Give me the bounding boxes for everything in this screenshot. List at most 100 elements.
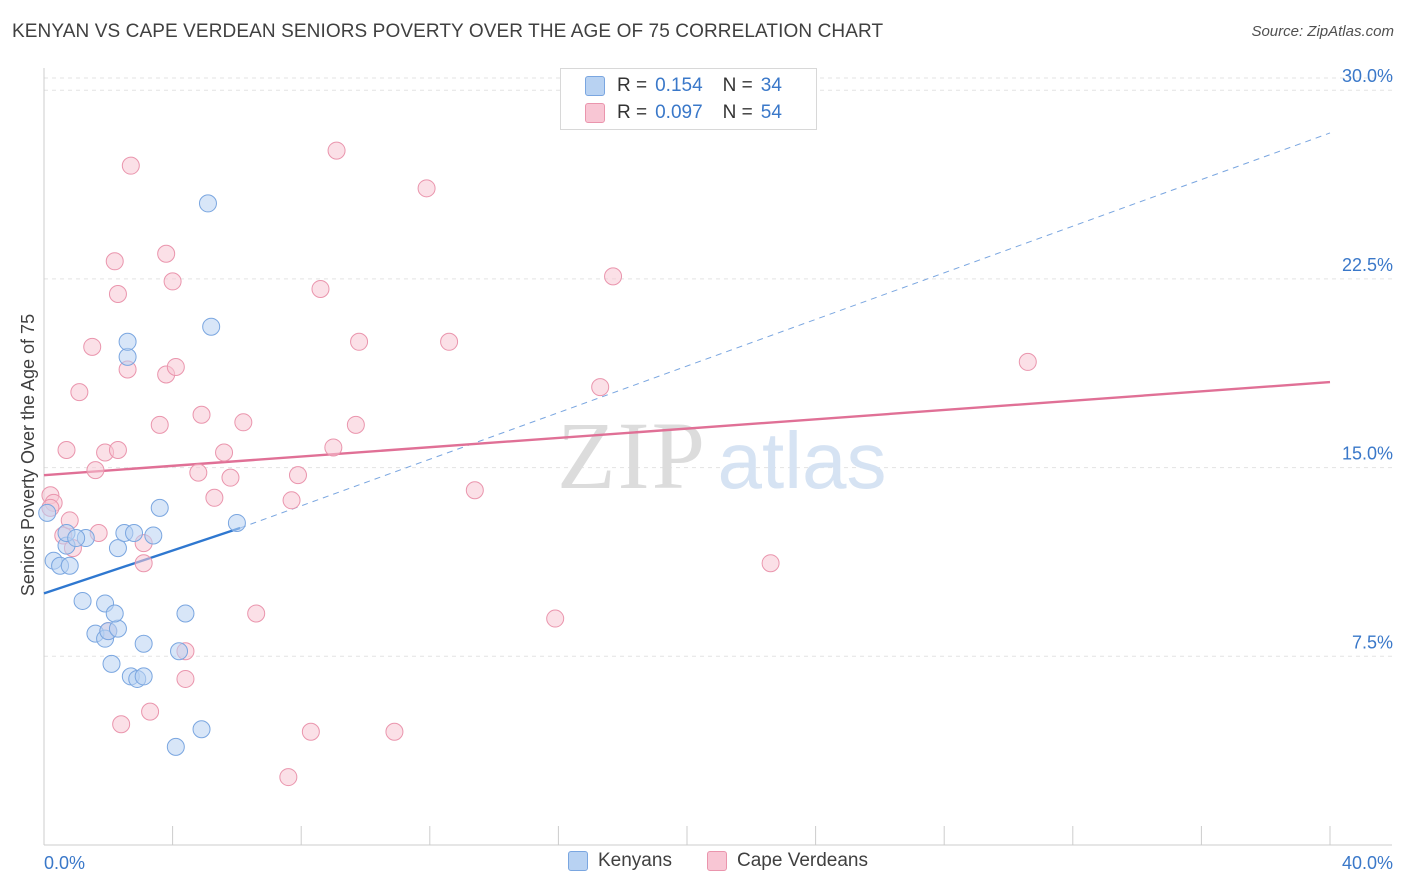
- kenyans-point: [102, 654, 121, 673]
- y-tick-label: 22.5%: [1342, 255, 1393, 275]
- chart-title: KENYAN VS CAPE VERDEAN SENIORS POVERTY O…: [12, 21, 884, 42]
- cape-verdeans-point: [215, 443, 234, 462]
- cape-verdeans-point: [234, 413, 253, 432]
- cape-verdeans-point: [86, 461, 105, 480]
- kenyans-point: [144, 526, 163, 545]
- cape-verdeans-point: [163, 272, 182, 291]
- r-label: R =: [617, 102, 648, 123]
- cape-verdeans-point: [112, 715, 131, 734]
- kenyans-point: [202, 317, 221, 336]
- cape-verdeans-point: [141, 702, 160, 721]
- cape-verdeans-point: [279, 768, 298, 787]
- n-label: N =: [722, 102, 753, 123]
- watermark-atlas: atlas: [718, 416, 887, 505]
- cape-verdeans-point: [282, 491, 301, 510]
- n-label: N =: [722, 75, 753, 96]
- cape-verdeans-point: [327, 141, 346, 160]
- kenyans-point: [227, 513, 246, 532]
- kenyans-point: [134, 634, 153, 653]
- kenyans-point: [150, 498, 169, 517]
- cape-verdeans-point: [166, 357, 185, 376]
- watermark-zip: ZIP: [557, 402, 707, 509]
- kenyans-point: [108, 619, 127, 638]
- tick-labels: 7.5% 15.0% 22.5% 30.0% 0.0% 40.0%: [44, 66, 1393, 873]
- kenyans-point: [170, 642, 189, 661]
- cape-verdeans-point: [192, 405, 211, 424]
- cape-verdeans-point: [150, 415, 169, 434]
- cape-verdeans-point: [311, 279, 330, 298]
- cape-verdeans-point: [1018, 352, 1037, 371]
- kenyans-point: [166, 737, 185, 756]
- cape-verdeans-point: [288, 466, 307, 485]
- kenyans-point: [38, 503, 57, 522]
- cape-verdeans-point: [440, 332, 459, 351]
- kenyans-point: [118, 332, 137, 351]
- cape-verdeans-point: [57, 440, 76, 459]
- y-axis-label: Seniors Poverty Over the Age of 75: [18, 314, 38, 596]
- n-value: 54: [760, 102, 782, 123]
- gridlines: [44, 77, 1392, 657]
- r-value: 0.154: [655, 75, 703, 96]
- kenyans-point: [67, 529, 86, 548]
- legend-label-kenyans: Kenyans: [598, 850, 672, 871]
- cape-verdeans-point: [108, 284, 127, 303]
- cape-verdeans-point: [205, 488, 224, 507]
- cape-verdeans-point: [346, 415, 365, 434]
- cape-verdeans-trendline: [43, 380, 1331, 477]
- kenyans-point: [108, 539, 127, 558]
- cape-verdeans-point: [70, 383, 89, 402]
- cape-verdeans-point: [604, 267, 623, 286]
- y-tick-label: 30.0%: [1342, 66, 1393, 86]
- cape-verdeans-point: [176, 669, 195, 688]
- stats-legend: R = 0.154 N = 34 R = 0.097 N = 54: [560, 68, 817, 130]
- y-tick-label: 15.0%: [1342, 444, 1393, 464]
- cape-verdeans-swatch: [585, 103, 605, 123]
- cape-verdeans-point: [350, 332, 369, 351]
- cape-verdeans-point: [121, 156, 140, 175]
- r-value: 0.097: [655, 102, 703, 123]
- n-value: 34: [760, 75, 782, 96]
- x-tick-label: 0.0%: [44, 853, 85, 873]
- cape-verdeans-point: [591, 378, 610, 397]
- cape-verdeans-point: [157, 244, 176, 263]
- cape-verdeans-point: [324, 438, 343, 457]
- cape-verdeans-point: [417, 179, 436, 198]
- cape-verdeans-point: [761, 554, 780, 573]
- kenyans-point: [192, 720, 211, 739]
- cape-verdeans-point: [385, 722, 404, 741]
- y-tick-label: 7.5%: [1352, 632, 1393, 652]
- legend-item-cape-verdeans[interactable]: Cape Verdeans: [707, 850, 868, 872]
- legend-item-kenyans[interactable]: Kenyans: [568, 850, 672, 872]
- cape-verdeans-point: [108, 440, 127, 459]
- source-label: Source: ZipAtlas.com: [1251, 23, 1394, 40]
- kenyans-point: [60, 556, 79, 575]
- cape-verdeans-point: [301, 722, 320, 741]
- cape-verdeans-point: [546, 609, 565, 628]
- kenyans-swatch: [585, 76, 605, 96]
- kenyans-point: [125, 524, 144, 543]
- kenyans-point: [134, 667, 153, 686]
- cape-verdeans-point: [221, 468, 240, 487]
- r-label: R =: [617, 75, 648, 96]
- kenyans-legend-swatch: [568, 851, 588, 871]
- stats-row-kenyans: R = 0.154 N = 34: [585, 74, 782, 98]
- cape-verdeans-point: [83, 337, 102, 356]
- cape-verdeans-point: [247, 604, 266, 623]
- kenyans-point: [118, 347, 137, 366]
- cape-verdeans-point: [105, 252, 124, 271]
- axes: [43, 68, 1392, 846]
- cape-verdeans-point: [134, 554, 153, 573]
- kenyans-point: [73, 591, 92, 610]
- kenyans-point: [105, 604, 124, 623]
- data-points: [38, 141, 1037, 787]
- x-tick-label: 40.0%: [1342, 853, 1393, 873]
- kenyans-point: [176, 604, 195, 623]
- cape-verdeans-legend-swatch: [707, 851, 727, 871]
- stats-row-cape-verdeans: R = 0.097 N = 54: [585, 101, 782, 125]
- legend-label-cape-verdeans: Cape Verdeans: [737, 850, 868, 871]
- kenyans-point: [198, 194, 217, 213]
- series-legend: Kenyans Cape Verdeans: [0, 850, 1406, 880]
- cape-verdeans-point: [189, 463, 208, 482]
- cape-verdeans-point: [465, 481, 484, 500]
